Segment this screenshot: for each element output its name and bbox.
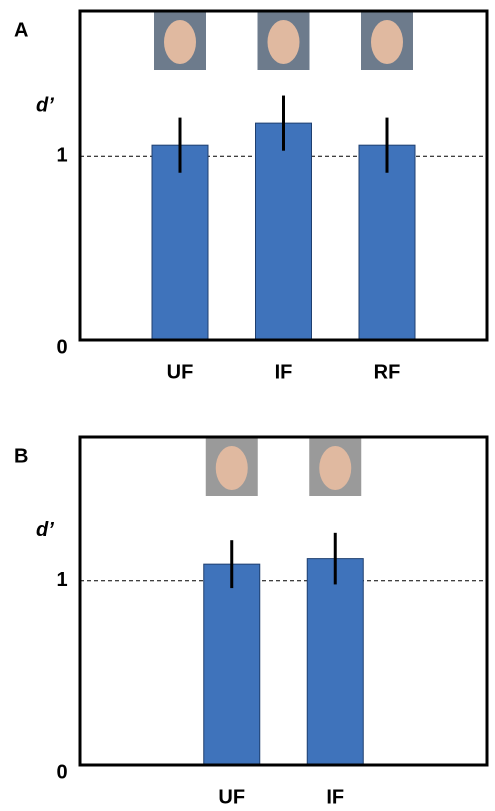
plot-frame	[78, 9, 489, 342]
face	[164, 20, 196, 64]
face	[319, 446, 352, 490]
bar	[306, 558, 364, 766]
panel-label: A	[14, 19, 28, 41]
face	[371, 20, 403, 64]
face	[267, 20, 300, 64]
x-tick-label: UF	[218, 786, 245, 806]
panel-label: B	[14, 445, 28, 467]
bar	[203, 563, 261, 766]
x-tick-label: UF	[167, 361, 194, 383]
face-image	[257, 12, 310, 70]
y-tick-label: 0	[56, 336, 67, 358]
x-tick-label: IF	[326, 786, 344, 806]
y-tick-label: 1	[56, 569, 67, 591]
y-axis-label: d’	[36, 519, 54, 541]
face-image	[361, 12, 413, 70]
x-tick-label: IF	[275, 361, 293, 383]
x-tick-label: RF	[374, 361, 401, 383]
bar	[358, 144, 416, 341]
plot-frame	[78, 435, 489, 767]
face-image	[205, 438, 258, 496]
face	[215, 446, 248, 490]
face-image	[154, 12, 206, 70]
y-tick-label: 1	[56, 144, 67, 166]
face-image	[309, 438, 362, 496]
y-axis-label: d’	[36, 94, 54, 116]
bar	[255, 122, 312, 341]
bar	[151, 144, 209, 341]
y-tick-label: 0	[56, 761, 67, 783]
